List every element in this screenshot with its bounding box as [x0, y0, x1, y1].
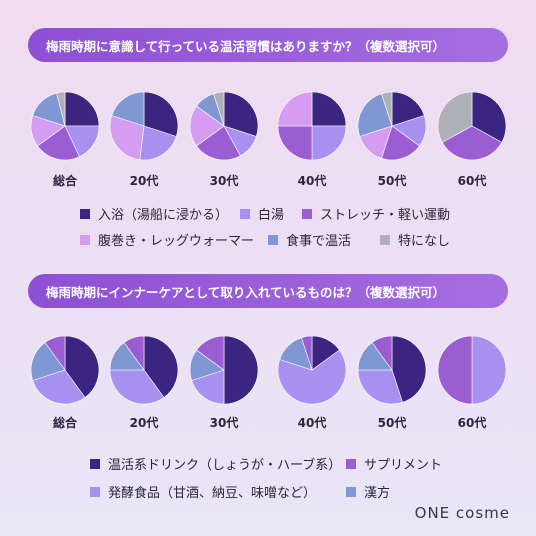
legend-q2-item-3-swatch: [346, 486, 356, 497]
pie-q2-3-slice-3: [301, 335, 313, 371]
pie-q2-0-slice-0: [64, 335, 100, 398]
pie-q1-1-slice-3: [109, 115, 145, 161]
legend-q1-item-2-text: ストレッチ・軽い運動: [320, 208, 451, 223]
legend-q1-item-2: ストレッチ・軽い運動: [302, 204, 450, 223]
pie-q2-5: [437, 335, 507, 405]
pie-q1-5-slice-5: [437, 91, 473, 143]
legend-q1-item-0-text: 入浴（湯船に浸かる）: [98, 208, 229, 223]
pie-q2-2-slice-3: [196, 335, 225, 371]
pie-q2-1-slice-0: [143, 335, 179, 398]
pie-q1-2-slice-0: [223, 91, 259, 137]
pie-q1-0-slice-0: [64, 91, 100, 127]
pie-q1-0-slice-5: [56, 91, 66, 127]
pie-q1-1: [109, 91, 179, 161]
pie-q2-5-slice-1: [471, 335, 507, 405]
legend-q1-item-0: 入浴（湯船に浸かる）: [80, 204, 228, 223]
legend-q2-item-2: 発酵食品（甘酒、納豆、味噌など）: [90, 482, 316, 501]
legend-q1-item-4: 食事で温活: [268, 230, 351, 249]
legend-q2-item-0: 温活系ドリンク（しょうが・ハーブ系）: [90, 454, 341, 473]
pie-label-q1-1: 20代: [129, 174, 159, 188]
legend-q1-item-3: 腹巻き・レッグウォーマー: [80, 230, 254, 249]
pie-q1-4-slice-4: [357, 93, 393, 137]
q1-title-banner: 梅雨時期に意識して行っている温活習慣はありますか？（複数選択可）: [28, 28, 508, 62]
legend-q2-item-1-text: サプリメント: [364, 458, 443, 473]
legend-q1-item-2-swatch: [302, 208, 312, 219]
pie-q1-2-slice-3: [189, 105, 225, 147]
pie-q1-3-slice-0: [311, 91, 347, 127]
legend-q1-item-1-swatch: [240, 208, 250, 219]
pie-q2-2-slice-0: [223, 335, 259, 405]
legend-q1-item-1-text: 白湯: [258, 208, 285, 223]
legend-q2-item-0-swatch: [90, 458, 100, 469]
pie-q1-3-slice-2: [277, 125, 313, 161]
legend-q2-item-1: サプリメント: [346, 454, 442, 473]
pie-q1-3-slice-3: [277, 91, 313, 127]
pie-q1-0: [30, 91, 100, 161]
pie-q2-4-slice-1: [357, 369, 403, 405]
pie-q2-4-slice-0: [391, 335, 427, 403]
pie-label-q2-0: 総合: [52, 416, 77, 430]
pie-q2-4-slice-3: [371, 335, 393, 371]
pie-q1-1-slice-4: [111, 91, 145, 127]
pie-q2-5-slice-3: [437, 335, 473, 405]
pie-q2-0-slice-2: [30, 342, 66, 381]
legend-q1-item-5: 特になし: [380, 230, 450, 249]
legend-q1-item-3-swatch: [80, 234, 90, 245]
q2-title: 梅雨時期にインナーケアとして取り入れているものは？（複数選択可）: [46, 284, 446, 300]
legend-q1-item-5-text: 特になし: [398, 234, 451, 249]
pie-q2-4: [357, 335, 427, 405]
pie-q1-2: [189, 91, 259, 161]
legend-q2-item-1-swatch: [346, 458, 356, 469]
pie-q2-0-slice-1: [32, 369, 86, 405]
legend-q2-item-2-text: 発酵食品（甘酒、納豆、味噌など）: [108, 486, 317, 501]
pie-q2-3-slice-1: [277, 349, 347, 405]
pie-q1-5: [437, 91, 507, 161]
legend-q1-item-1: 白湯: [240, 204, 284, 223]
one-cosme-logo: ONE cosme: [414, 504, 510, 522]
pie-q2-2-slice-1: [191, 369, 225, 405]
legend-q1-item-5-swatch: [380, 234, 390, 245]
pie-q1-4-slice-2: [381, 125, 420, 161]
pie-label-q2-1: 20代: [129, 416, 159, 430]
pie-q2-2: [189, 335, 259, 405]
legend-q2-item-0-text: 温活系ドリンク（しょうが・ハーブ系）: [108, 458, 342, 473]
legend-q2-item-3-text: 漢方: [364, 486, 391, 501]
legend-q1-item-4-swatch: [268, 234, 278, 245]
pie-label-q2-5: 60代: [457, 416, 487, 430]
pie-q1-1-slice-1: [139, 125, 177, 161]
pie-q2-1: [109, 335, 179, 405]
legend-q1-item-4-text: 食事で温活: [286, 234, 352, 249]
q1-title: 梅雨時期に意識して行っている温活習慣はありますか？（複数選択可）: [46, 38, 446, 54]
pie-label-q1-0: 総合: [52, 174, 77, 188]
pie-q2-0: [30, 335, 100, 405]
pie-q1-2-slice-2: [196, 125, 241, 161]
pie-q1-2-slice-5: [213, 91, 225, 127]
pie-label-q2-3: 40代: [297, 416, 327, 430]
pie-q2-3: [277, 335, 347, 405]
pie-q1-3-slice-1: [311, 125, 347, 161]
pie-q1-4: [357, 91, 427, 161]
legend-q2-item-3: 漢方: [346, 482, 390, 501]
pie-q1-1-slice-0: [143, 91, 179, 137]
pie-label-q2-4: 50代: [377, 416, 407, 430]
pie-label-q1-4: 50代: [377, 174, 407, 188]
pie-label-q1-5: 60代: [457, 174, 487, 188]
legend-q1-item-0-swatch: [80, 208, 90, 219]
pie-q2-1-slice-3: [123, 335, 145, 371]
pie-label-q1-2: 30代: [209, 174, 239, 188]
q2-title-banner: 梅雨時期にインナーケアとして取り入れているものは？（複数選択可）: [28, 274, 508, 308]
pie-q1-4-slice-0: [391, 91, 425, 127]
pie-q1-5-slice-0: [471, 91, 507, 143]
pie-label-q2-2: 30代: [209, 416, 239, 430]
legend-q2-item-2-swatch: [90, 486, 100, 497]
pie-q1-3: [277, 91, 347, 161]
pie-q1-4-slice-5: [381, 91, 393, 127]
pie-q1-0-slice-2: [37, 125, 80, 161]
pie-q2-1-slice-1: [109, 369, 165, 405]
pie-q2-0-slice-3: [44, 335, 66, 371]
pie-label-q1-3: 40代: [297, 174, 327, 188]
legend-q1-item-3-text: 腹巻き・レッグウォーマー: [98, 234, 255, 249]
